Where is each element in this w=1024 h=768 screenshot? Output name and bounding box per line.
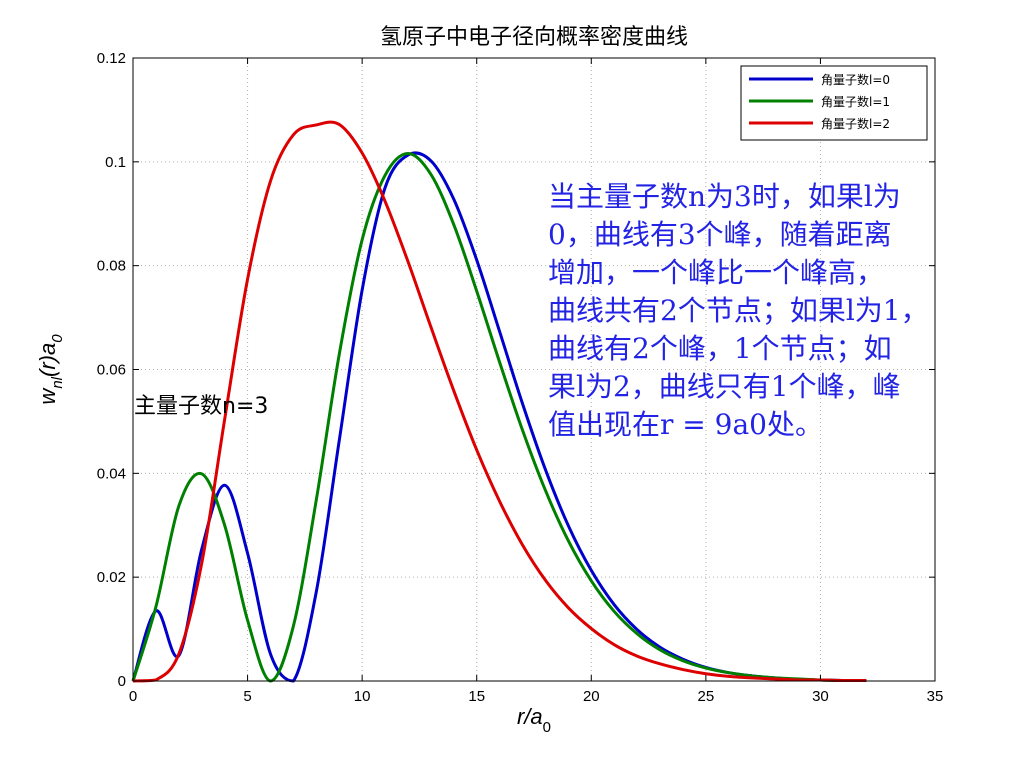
y-tick-label: 0.12 [97, 50, 126, 67]
annotation-line-2: 0，曲线有3个峰，随着距离 [548, 218, 892, 251]
y-tick-label: 0.02 [97, 569, 126, 586]
grid [133, 58, 935, 681]
x-axis-label: r/a0 [517, 704, 551, 736]
y-tick-label: 0.04 [97, 465, 126, 482]
x-tick-label: 15 [468, 688, 485, 705]
y-tick-label: 0.08 [97, 258, 126, 275]
x-tick-label: 5 [243, 688, 251, 705]
x-tick-label: 35 [927, 688, 944, 705]
chart-title: 氢原子中电子径向概率密度曲线 [380, 25, 688, 50]
annotation-line-1: 当主量子数n为3时，如果l为 [548, 180, 901, 213]
y-tick-label: 0 [118, 673, 126, 690]
x-tick-label: 10 [354, 688, 371, 705]
y-tick-label: 0.06 [97, 362, 126, 379]
principal-quantum-number-label: 主量子数n=3 [134, 394, 269, 419]
y-axis-label: wnl(r)a0 [35, 334, 66, 405]
y-tick-label: 0.1 [105, 154, 126, 171]
x-tick-label: 0 [129, 688, 137, 705]
annotation-line-3: 增加，一个峰比一个峰高， [548, 256, 885, 289]
x-tick-label: 30 [812, 688, 829, 705]
annotation-line-6: 果l为2，曲线只有1个峰，峰 [548, 370, 901, 403]
legend: 角量子数l=0 角量子数l=1 角量子数l=2 [740, 65, 928, 141]
axis-ticks: 0 5 10 15 20 25 30 35 0 0.02 0.04 0.06 0.08 0.1 0.12 [97, 50, 944, 705]
series-line-1 [131, 152, 867, 683]
series-line-2 [132, 120, 867, 683]
annotation-line-4: 曲线共有2个节点；如果l为1， [548, 294, 929, 327]
annotation-line-7: 值出现在r = 9a0处。 [548, 408, 823, 441]
x-tick-label: 20 [583, 688, 600, 705]
legend-label-1: 角量子数l=1 [821, 94, 890, 109]
legend-label-2: 角量子数l=2 [821, 116, 890, 131]
x-tick-label: 25 [698, 688, 715, 705]
series-lines [131, 120, 867, 683]
annotation-line-5: 曲线有2个峰，1个节点；如 [548, 332, 892, 365]
legend-label-0: 角量子数l=0 [821, 72, 890, 87]
annotation-text: 当主量子数n为3时，如果l为 0，曲线有3个峰，随着距离 增加，一个峰比一个峰高… [548, 178, 988, 444]
